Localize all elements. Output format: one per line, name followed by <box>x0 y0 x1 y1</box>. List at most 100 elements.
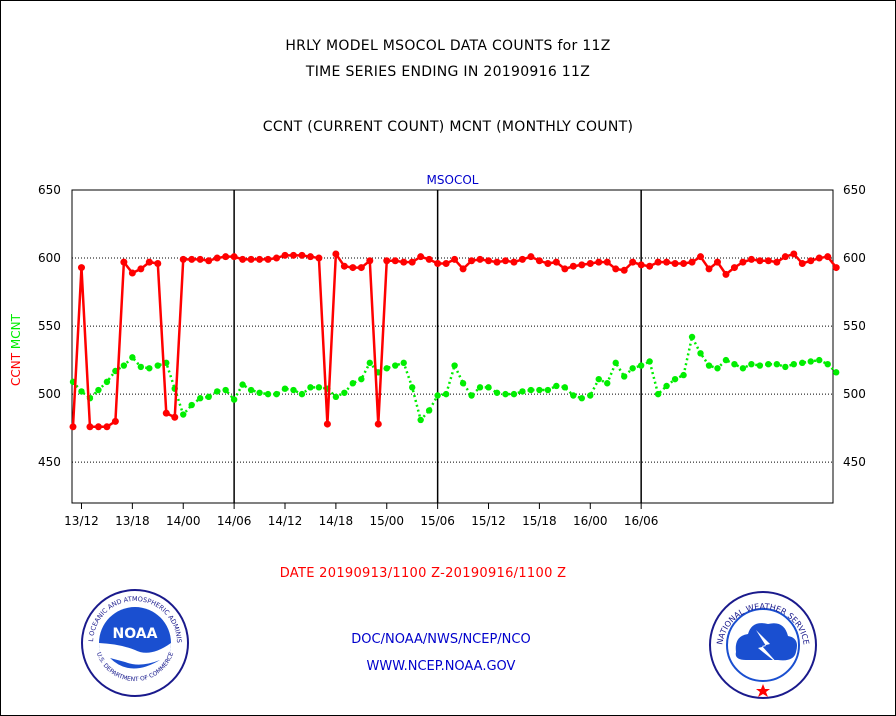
data-point-mcnt <box>256 389 263 396</box>
data-point-mcnt <box>502 390 509 398</box>
data-point-mcnt <box>476 384 484 391</box>
data-point-mcnt <box>383 365 390 372</box>
data-point-ccnt <box>697 253 705 261</box>
data-point-mcnt <box>595 375 602 383</box>
data-point-ccnt <box>256 255 264 263</box>
data-point-mcnt <box>646 358 653 365</box>
data-point-mcnt <box>180 411 187 418</box>
x-tick-label: 15/06 <box>420 514 455 528</box>
data-point-ccnt <box>417 253 425 261</box>
data-point-ccnt <box>86 423 94 431</box>
data-point-ccnt <box>764 257 772 265</box>
data-point-ccnt <box>298 251 306 259</box>
data-point-mcnt <box>688 333 696 341</box>
data-point-mcnt <box>366 359 373 367</box>
data-point-ccnt <box>222 253 230 261</box>
data-point-mcnt <box>697 350 704 357</box>
data-point-mcnt <box>612 359 619 367</box>
data-point-ccnt <box>188 255 196 263</box>
star-icon <box>756 684 770 697</box>
x-tick-label: 15/00 <box>369 514 404 528</box>
data-point-ccnt <box>790 250 798 258</box>
data-point-ccnt <box>383 257 391 265</box>
data-point-mcnt <box>561 384 569 391</box>
data-point-mcnt <box>349 380 357 387</box>
y-tick-label-left: 550 <box>38 319 61 333</box>
data-point-ccnt <box>629 258 637 266</box>
chart-title: MSOCOL <box>427 173 479 187</box>
data-point-mcnt <box>425 407 433 414</box>
data-point-ccnt <box>111 417 119 425</box>
data-point-ccnt <box>595 258 603 266</box>
data-point-ccnt <box>781 253 789 261</box>
data-point-ccnt <box>688 258 696 266</box>
data-point-ccnt <box>773 258 781 266</box>
data-point-ccnt <box>400 258 408 266</box>
data-point-ccnt <box>620 266 628 274</box>
y-tick-label-right: 500 <box>843 387 866 401</box>
data-point-mcnt <box>451 362 458 369</box>
data-point-ccnt <box>527 253 535 261</box>
data-point-mcnt <box>307 384 314 391</box>
y-tick-label-right: 450 <box>843 455 866 469</box>
data-point-mcnt <box>290 386 297 394</box>
data-point-ccnt <box>281 251 289 259</box>
data-point-mcnt <box>95 386 102 394</box>
data-point-ccnt <box>69 423 77 431</box>
y-tick-label-right: 650 <box>843 183 866 197</box>
y-tick-label-right: 550 <box>843 319 866 333</box>
data-point-mcnt <box>493 389 501 396</box>
data-point-ccnt <box>544 259 552 267</box>
data-point-ccnt <box>578 261 586 269</box>
data-point-ccnt <box>145 258 153 266</box>
chart-title-line1: HRLY MODEL MSOCOL DATA COUNTS for 11Z <box>285 38 611 54</box>
data-point-mcnt <box>442 390 450 398</box>
data-point-mcnt <box>120 362 128 369</box>
data-point-ccnt <box>561 265 569 273</box>
data-point-ccnt <box>798 259 806 267</box>
data-point-mcnt <box>807 358 814 365</box>
data-point-ccnt <box>646 262 654 270</box>
date-range-label: DATE 20190913/1100 Z-20190916/1100 Z <box>279 566 567 581</box>
data-point-ccnt <box>273 254 281 262</box>
data-point-mcnt <box>722 356 730 364</box>
x-tick-label: 13/12 <box>64 514 99 528</box>
data-point-ccnt <box>94 423 102 431</box>
data-point-mcnt <box>570 392 577 399</box>
y-axis-label-mcnt: MCNT <box>9 313 23 349</box>
data-point-mcnt <box>154 362 161 369</box>
data-point-ccnt <box>603 258 611 266</box>
data-point-ccnt <box>425 255 433 263</box>
data-point-mcnt <box>765 360 772 368</box>
data-point-mcnt <box>833 369 840 376</box>
data-point-ccnt <box>391 257 399 265</box>
data-point-mcnt <box>714 365 721 372</box>
data-point-mcnt <box>358 375 365 383</box>
data-point-ccnt <box>374 420 382 428</box>
data-point-mcnt <box>824 360 831 368</box>
data-point-ccnt <box>171 413 179 421</box>
x-tick-label: 14/00 <box>166 514 201 528</box>
noaa-logo: NOAA NATIONAL OCEANIC AND ATMOSPHERIC AD… <box>80 588 189 697</box>
x-tick-label: 15/18 <box>522 514 557 528</box>
data-point-mcnt <box>587 392 594 399</box>
data-point-ccnt <box>705 265 713 273</box>
url-link[interactable]: WWW.NCEP.NOAA.GOV <box>366 659 516 674</box>
data-point-ccnt <box>459 265 467 273</box>
data-point-mcnt <box>392 362 399 369</box>
x-tick-label: 14/18 <box>319 514 354 528</box>
data-point-ccnt <box>247 255 255 263</box>
x-tick-label: 16/06 <box>624 514 659 528</box>
x-tick-label: 14/06 <box>217 514 252 528</box>
y-axis-label-ccnt: CCNT <box>9 349 23 386</box>
x-tick-label: 16/00 <box>573 514 608 528</box>
data-point-ccnt <box>739 258 747 266</box>
data-point-mcnt <box>400 359 407 367</box>
data-point-mcnt <box>519 388 526 395</box>
data-point-ccnt <box>518 255 526 263</box>
data-point-mcnt <box>637 362 645 369</box>
data-point-mcnt <box>459 380 467 387</box>
data-point-ccnt <box>366 257 374 265</box>
nws-logo: NATIONAL WEATHER SERVICE <box>709 591 817 699</box>
